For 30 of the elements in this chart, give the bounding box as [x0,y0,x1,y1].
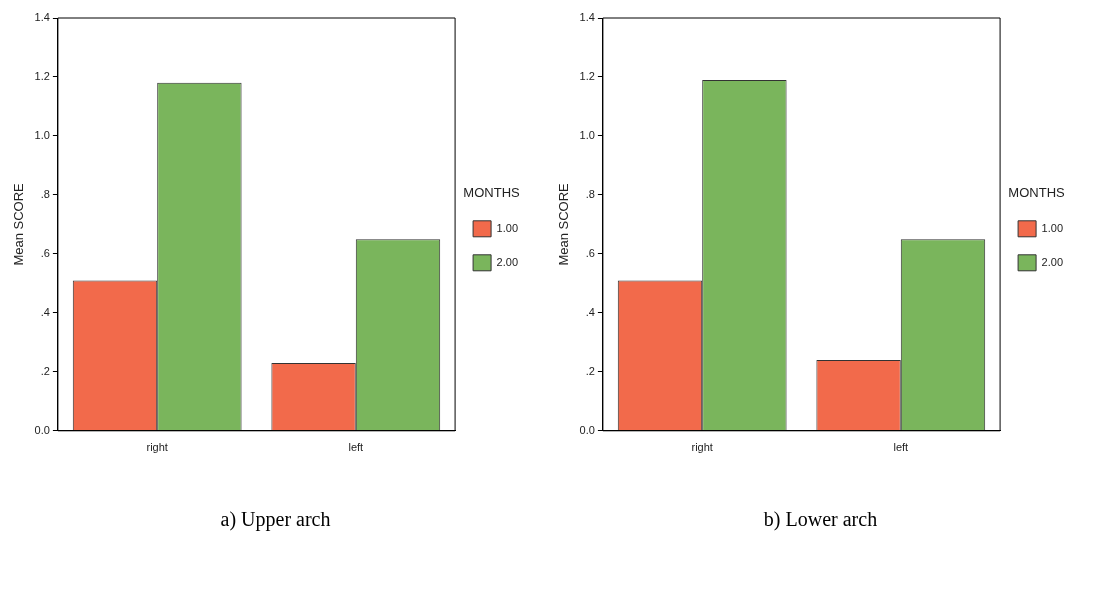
x-tick-label: left [893,441,909,454]
x-tick-label: left [348,441,364,454]
y-tick-label: 1.0 [579,128,595,141]
y-tick-label: .6 [40,246,50,259]
legend-title: MONTHS [463,185,521,201]
legend-title: MONTHS [1008,185,1066,201]
y-axis-title: Mean SCORE [11,182,27,266]
y-tick-label: 1.4 [34,11,50,24]
y-tick-label: .6 [585,246,595,259]
y-tick-label: 0.0 [579,423,595,436]
legend-label: 2.00 [1041,255,1064,268]
text: b) Lower arch [762,508,879,531]
x-tick-label: right [146,441,168,454]
y-tick-label: 0.0 [34,423,50,436]
y-tick-label: .2 [585,364,595,377]
legend-label: 2.00 [496,255,519,268]
legend-label: 1.00 [1041,221,1064,234]
y-axis-title: Mean SCORE [556,182,572,266]
x-tick-label: right [691,441,713,454]
y-tick-label: 1.0 [34,128,50,141]
legend-label: 1.00 [496,221,519,234]
y-tick-label: .8 [585,187,595,200]
y-tick-label: .4 [40,305,50,318]
y-tick-label: .4 [585,305,595,318]
y-tick-label: 1.2 [34,70,50,82]
y-tick-label: 1.2 [579,70,595,82]
y-tick-label: .2 [40,364,50,377]
y-tick-label: .8 [40,187,50,200]
y-tick-label: 1.4 [579,11,595,24]
text: a) Upper arch [219,508,332,531]
